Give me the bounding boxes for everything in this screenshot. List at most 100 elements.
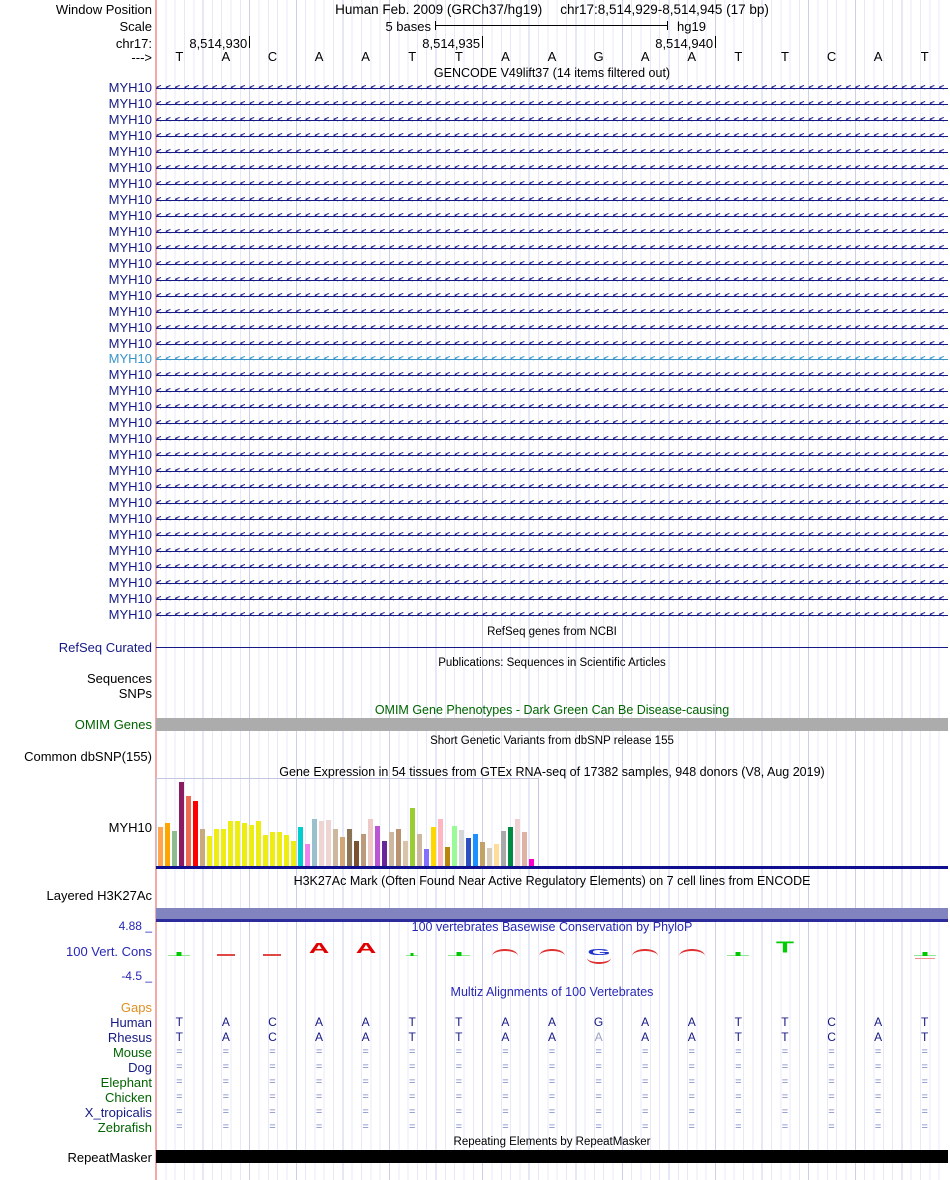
gtex-tissue-bar[interactable] <box>214 829 219 867</box>
gencode-transcript-arrows[interactable]: <<<<<<<<<<<<<<<<<<<<<<<<<<<<<<<<<<<<<<<<… <box>156 159 948 176</box>
gtex-tissue-bar[interactable] <box>200 829 205 867</box>
gtex-tissue-bar[interactable] <box>487 848 492 867</box>
gencode-gene-label[interactable]: MYH10 <box>108 575 152 591</box>
gtex-tissue-bar[interactable] <box>382 841 387 867</box>
gtex-tissue-bar[interactable] <box>410 808 415 867</box>
gencode-transcript-arrows[interactable]: <<<<<<<<<<<<<<<<<<<<<<<<<<<<<<<<<<<<<<<<… <box>156 383 948 400</box>
gencode-transcript-arrows[interactable]: <<<<<<<<<<<<<<<<<<<<<<<<<<<<<<<<<<<<<<<<… <box>156 559 948 576</box>
gencode-transcript-arrows[interactable]: <<<<<<<<<<<<<<<<<<<<<<<<<<<<<<<<<<<<<<<<… <box>156 463 948 480</box>
gencode-transcript-arrows[interactable]: <<<<<<<<<<<<<<<<<<<<<<<<<<<<<<<<<<<<<<<<… <box>156 80 948 96</box>
gtex-tissue-bar[interactable] <box>445 847 450 867</box>
gencode-transcript-arrows[interactable]: <<<<<<<<<<<<<<<<<<<<<<<<<<<<<<<<<<<<<<<<… <box>156 239 948 256</box>
gtex-tissue-bar[interactable] <box>235 821 240 867</box>
omim-gene-bar[interactable] <box>156 718 948 731</box>
gencode-gene-label[interactable]: MYH10 <box>108 143 152 159</box>
species-label-rhesus[interactable]: Rhesus <box>107 1030 152 1045</box>
gencode-gene-label[interactable]: MYH10 <box>108 431 152 447</box>
repeatmasker-element-bar[interactable] <box>156 1150 948 1163</box>
gencode-transcript-arrows[interactable]: <<<<<<<<<<<<<<<<<<<<<<<<<<<<<<<<<<<<<<<<… <box>156 95 948 112</box>
gencode-gene-label[interactable]: MYH10 <box>108 207 152 223</box>
gencode-transcript-row[interactable]: MYH10 <<<<<<<<<<<<<<<<<<<<<<<<<<<<<<<<<<<… <box>0 351 950 368</box>
gencode-transcript-arrows[interactable]: <<<<<<<<<<<<<<<<<<<<<<<<<<<<<<<<<<<<<<<<… <box>156 415 948 432</box>
gtex-tissue-bar[interactable] <box>508 827 513 867</box>
gencode-transcript-row[interactable]: MYH10 <<<<<<<<<<<<<<<<<<<<<<<<<<<<<<<<<<<… <box>0 271 950 288</box>
gencode-transcript-row[interactable]: MYH10 <<<<<<<<<<<<<<<<<<<<<<<<<<<<<<<<<<<… <box>0 143 950 160</box>
snps-label[interactable]: SNPs <box>118 686 152 701</box>
gencode-transcript-arrows[interactable]: <<<<<<<<<<<<<<<<<<<<<<<<<<<<<<<<<<<<<<<<… <box>156 431 948 448</box>
gtex-tissue-bar[interactable] <box>277 832 282 867</box>
gtex-tissue-bar[interactable] <box>473 834 478 867</box>
gencode-transcript-row[interactable]: MYH10 <<<<<<<<<<<<<<<<<<<<<<<<<<<<<<<<<<<… <box>0 527 950 544</box>
gtex-tissue-bar[interactable] <box>403 841 408 867</box>
gtex-tissue-bar[interactable] <box>361 834 366 867</box>
gencode-gene-label[interactable]: MYH10 <box>108 367 152 383</box>
gencode-gene-label[interactable]: MYH10 <box>108 191 152 207</box>
gencode-gene-label[interactable]: MYH10 <box>108 303 152 319</box>
gencode-gene-label[interactable]: MYH10 <box>108 351 152 367</box>
gencode-gene-label[interactable]: MYH10 <box>108 463 152 479</box>
gtex-gene-label[interactable]: MYH10 <box>108 820 152 835</box>
species-label-chicken[interactable]: Chicken <box>105 1090 152 1105</box>
gencode-gene-label[interactable]: MYH10 <box>108 495 152 511</box>
gencode-gene-label[interactable]: MYH10 <box>108 127 152 143</box>
refseq-gene-line[interactable] <box>156 647 948 648</box>
gencode-transcript-arrows[interactable]: <<<<<<<<<<<<<<<<<<<<<<<<<<<<<<<<<<<<<<<<… <box>156 255 948 272</box>
species-label-x_tropicalis[interactable]: X_tropicalis <box>84 1105 152 1120</box>
gtex-tissue-bar[interactable] <box>298 827 303 867</box>
gtex-tissue-bar[interactable] <box>312 819 317 867</box>
gencode-transcript-row[interactable]: MYH10 <<<<<<<<<<<<<<<<<<<<<<<<<<<<<<<<<<<… <box>0 383 950 400</box>
gencode-transcript-row[interactable]: MYH10 <<<<<<<<<<<<<<<<<<<<<<<<<<<<<<<<<<<… <box>0 495 950 512</box>
gtex-tissue-bar[interactable] <box>501 831 506 867</box>
gencode-gene-label[interactable]: MYH10 <box>108 543 152 559</box>
refseq-curated-label[interactable]: RefSeq Curated <box>58 640 152 655</box>
gencode-transcript-arrows[interactable]: <<<<<<<<<<<<<<<<<<<<<<<<<<<<<<<<<<<<<<<<… <box>156 303 948 320</box>
gencode-gene-label[interactable]: MYH10 <box>108 511 152 527</box>
gencode-transcript-arrows[interactable]: <<<<<<<<<<<<<<<<<<<<<<<<<<<<<<<<<<<<<<<<… <box>156 143 948 160</box>
species-label-gaps[interactable]: Gaps <box>120 1000 152 1015</box>
gtex-tissue-bar[interactable] <box>438 819 443 867</box>
gtex-tissue-bar[interactable] <box>396 829 401 867</box>
gencode-gene-label[interactable]: MYH10 <box>108 111 152 127</box>
gtex-tissue-bar[interactable] <box>480 842 485 867</box>
gencode-gene-label[interactable]: MYH10 <box>108 527 152 543</box>
gencode-transcript-arrows[interactable]: <<<<<<<<<<<<<<<<<<<<<<<<<<<<<<<<<<<<<<<<… <box>156 367 948 384</box>
gencode-transcript-arrows[interactable]: <<<<<<<<<<<<<<<<<<<<<<<<<<<<<<<<<<<<<<<<… <box>156 175 948 192</box>
gencode-transcript-row[interactable]: MYH10 <<<<<<<<<<<<<<<<<<<<<<<<<<<<<<<<<<<… <box>0 431 950 448</box>
gencode-gene-label[interactable]: MYH10 <box>108 383 152 399</box>
gtex-tissue-bar[interactable] <box>165 823 170 867</box>
gtex-tissue-bar[interactable] <box>228 821 233 867</box>
gencode-transcript-row[interactable]: MYH10 <<<<<<<<<<<<<<<<<<<<<<<<<<<<<<<<<<<… <box>0 447 950 464</box>
species-label-zebrafish[interactable]: Zebrafish <box>97 1120 152 1135</box>
gtex-tissue-bar[interactable] <box>459 830 464 867</box>
gencode-transcript-arrows[interactable]: <<<<<<<<<<<<<<<<<<<<<<<<<<<<<<<<<<<<<<<<… <box>156 335 948 352</box>
h3k27ac-signal-bar[interactable] <box>156 908 948 922</box>
gencode-transcript-row[interactable]: MYH10 <<<<<<<<<<<<<<<<<<<<<<<<<<<<<<<<<<<… <box>0 95 950 112</box>
gencode-transcript-arrows[interactable]: <<<<<<<<<<<<<<<<<<<<<<<<<<<<<<<<<<<<<<<<… <box>156 495 948 512</box>
gtex-tissue-bar[interactable] <box>221 829 226 867</box>
gtex-tissue-bar[interactable] <box>375 826 380 867</box>
gencode-gene-label[interactable]: MYH10 <box>108 319 152 335</box>
gencode-transcript-row[interactable]: MYH10 <<<<<<<<<<<<<<<<<<<<<<<<<<<<<<<<<<<… <box>0 255 950 272</box>
gencode-transcript-arrows[interactable]: <<<<<<<<<<<<<<<<<<<<<<<<<<<<<<<<<<<<<<<<… <box>156 527 948 544</box>
gencode-transcript-arrows[interactable]: <<<<<<<<<<<<<<<<<<<<<<<<<<<<<<<<<<<<<<<<… <box>156 351 948 368</box>
gtex-tissue-bar[interactable] <box>193 801 198 867</box>
gtex-tissue-bar[interactable] <box>270 832 275 867</box>
gtex-tissue-bar[interactable] <box>389 832 394 867</box>
gencode-gene-label[interactable]: MYH10 <box>108 80 152 95</box>
gencode-transcript-row[interactable]: MYH10 <<<<<<<<<<<<<<<<<<<<<<<<<<<<<<<<<<<… <box>0 159 950 176</box>
gencode-transcript-arrows[interactable]: <<<<<<<<<<<<<<<<<<<<<<<<<<<<<<<<<<<<<<<<… <box>156 543 948 560</box>
gtex-tissue-bar[interactable] <box>291 841 296 867</box>
gencode-transcript-row[interactable]: MYH10 <<<<<<<<<<<<<<<<<<<<<<<<<<<<<<<<<<<… <box>0 559 950 576</box>
gencode-transcript-row[interactable]: MYH10 <<<<<<<<<<<<<<<<<<<<<<<<<<<<<<<<<<<… <box>0 543 950 560</box>
gtex-tissue-bar[interactable] <box>319 821 324 867</box>
species-label-elephant[interactable]: Elephant <box>100 1075 152 1090</box>
gencode-gene-label[interactable]: MYH10 <box>108 159 152 175</box>
gencode-transcript-arrows[interactable]: <<<<<<<<<<<<<<<<<<<<<<<<<<<<<<<<<<<<<<<<… <box>156 207 948 224</box>
gtex-tissue-bar[interactable] <box>326 820 331 867</box>
gencode-transcript-arrows[interactable]: <<<<<<<<<<<<<<<<<<<<<<<<<<<<<<<<<<<<<<<<… <box>156 511 948 528</box>
gtex-tissue-bar[interactable] <box>452 826 457 867</box>
gtex-tissue-bar[interactable] <box>158 827 163 867</box>
gencode-transcript-row[interactable]: MYH10 <<<<<<<<<<<<<<<<<<<<<<<<<<<<<<<<<<<… <box>0 223 950 240</box>
conservation-label[interactable]: 100 Vert. Cons <box>66 944 152 959</box>
gencode-transcript-row[interactable]: MYH10 <<<<<<<<<<<<<<<<<<<<<<<<<<<<<<<<<<<… <box>0 367 950 384</box>
